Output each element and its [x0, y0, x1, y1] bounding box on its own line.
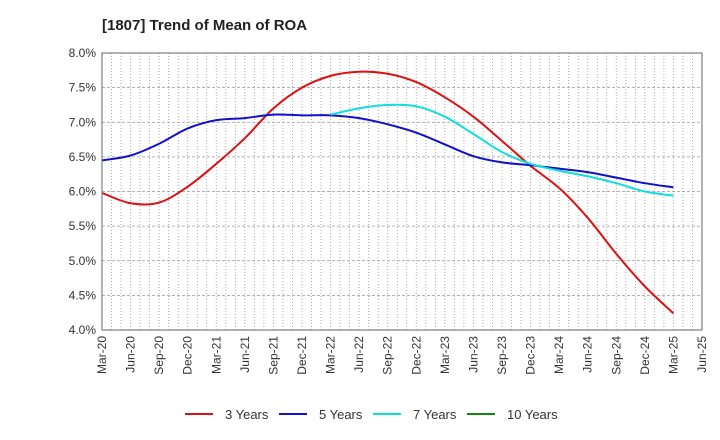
series-line-3-years: [101, 70, 675, 315]
legend-label: 7 Years: [413, 407, 457, 422]
x-tick-label: Jun-25: [695, 336, 709, 373]
y-tick-label: 6.0%: [69, 185, 97, 199]
x-tick-label: Dec-21: [295, 336, 309, 375]
y-axis-ticks: 4.0% 4.5% 5.0% 5.5% 6.0% 6.5% 7.0% 7.5% 8.0%: [69, 46, 97, 337]
x-tick-label: Mar-25: [666, 336, 680, 374]
x-tick-label: Sep-21: [266, 336, 280, 375]
x-axis-ticks: Mar-20 Jun-20 Sep-20 Dec-20 Mar-21 Jun-21 Sep-…: [95, 336, 709, 375]
x-tick-label: Jun-21: [238, 336, 252, 373]
y-tick-label: 5.5%: [69, 219, 97, 233]
y-tick-label: 8.0%: [69, 46, 97, 60]
y-tick-label: 4.0%: [69, 323, 97, 337]
x-tick-label: Sep-22: [381, 336, 395, 375]
legend-label: 3 Years: [225, 407, 269, 422]
y-tick-label: 4.5%: [69, 288, 97, 302]
x-tick-label: Sep-24: [609, 336, 623, 375]
y-tick-label: 5.0%: [69, 254, 97, 268]
chart-title: [1807] Trend of Mean of ROA: [102, 17, 307, 34]
x-tick-label: Dec-20: [181, 336, 195, 375]
series-line-5-years: [101, 113, 674, 189]
x-tick-label: Mar-21: [209, 336, 223, 374]
plot-border: [101, 52, 703, 331]
series-line-7-years: [330, 103, 674, 197]
x-tick-label: Jun-20: [124, 336, 138, 373]
y-tick-label: 7.5%: [69, 81, 97, 95]
x-tick-label: Jun-24: [581, 336, 595, 373]
x-tick-label: Mar-20: [95, 336, 109, 374]
x-tick-label: Dec-24: [638, 336, 652, 375]
x-tick-label: Sep-20: [152, 336, 166, 375]
x-tick-label: Sep-23: [495, 336, 509, 375]
x-tick-label: Mar-24: [552, 336, 566, 374]
legend-label: 10 Years: [507, 407, 558, 422]
x-tick-label: Jun-23: [466, 336, 480, 373]
series-lines: [101, 70, 675, 315]
legend: 3 Years 5 Years 7 Years 10 Years: [185, 407, 558, 422]
legend-label: 5 Years: [319, 407, 363, 422]
x-tick-label: Mar-22: [324, 336, 338, 374]
x-tick-label: Jun-22: [352, 336, 366, 373]
x-tick-label: Dec-23: [524, 336, 538, 375]
y-tick-label: 6.5%: [69, 150, 97, 164]
y-tick-label: 7.0%: [69, 115, 97, 129]
x-tick-label: Dec-22: [409, 336, 423, 375]
x-tick-label: Mar-23: [438, 336, 452, 374]
